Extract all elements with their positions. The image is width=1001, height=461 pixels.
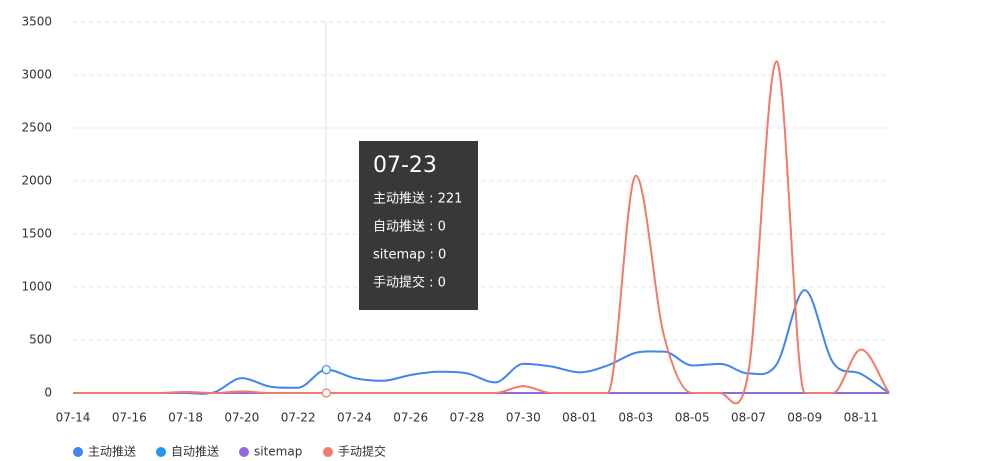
tooltip-line: 自动推送 : 0 — [373, 220, 446, 235]
x-tick-label: 07-24 — [337, 411, 372, 425]
x-tick-label: 08-03 — [618, 411, 653, 425]
tooltip-line: 手动提交 : 0 — [373, 275, 446, 291]
y-tick-label: 2500 — [21, 121, 52, 135]
series-line — [73, 289, 890, 395]
y-tick-label: 2000 — [21, 174, 52, 188]
legend-label: sitemap — [254, 445, 302, 459]
legend-label: 主动推送 — [88, 444, 136, 459]
x-tick-label: 07-30 — [506, 411, 541, 425]
x-tick-label: 07-26 — [393, 411, 428, 425]
legend-marker — [73, 447, 83, 457]
hover-point — [321, 364, 331, 375]
x-tick-label: 07-22 — [281, 411, 316, 425]
x-tick-label: 08-09 — [787, 411, 822, 425]
legend-marker — [156, 447, 166, 457]
legend-marker — [323, 447, 333, 457]
x-tick-label: 07-14 — [56, 411, 91, 425]
x-tick-label: 07-20 — [224, 411, 259, 425]
legend-marker — [239, 447, 249, 457]
y-tick-label: 1500 — [21, 227, 52, 241]
x-tick-label: 07-28 — [450, 411, 485, 425]
legend-label: 自动推送 — [171, 444, 219, 459]
tooltip-line: sitemap : 0 — [373, 248, 446, 263]
y-tick-label: 1000 — [21, 280, 52, 294]
tooltip: 07-23 主动推送 : 221 自动推送 : 0 sitemap : 0 手动提交 :… — [359, 141, 478, 310]
tooltip-title: 07-23 — [373, 153, 437, 178]
grid: 0 500 1000 1500 2000 2500 3000 3500 07-14 07-16 07… — [21, 15, 887, 425]
hover-point — [321, 388, 331, 398]
x-tick-label: 08-07 — [731, 411, 766, 425]
y-tick-label: 3500 — [21, 15, 52, 29]
y-tick-label: 0 — [44, 386, 52, 400]
x-tick-label: 08-01 — [562, 411, 597, 425]
y-tick-label: 500 — [29, 333, 52, 347]
y-tick-label: 3000 — [21, 68, 52, 82]
tooltip-box — [359, 141, 478, 310]
lines — [73, 60, 890, 405]
legend-label: 手动提交 — [338, 444, 386, 459]
x-tick-label: 08-05 — [675, 411, 710, 425]
tooltip-line: 主动推送 : 221 — [373, 192, 462, 207]
x-tick-label: 08-11 — [844, 411, 879, 425]
x-tick-label: 07-16 — [112, 411, 147, 425]
x-tick-label: 07-18 — [168, 411, 203, 425]
series-line — [73, 60, 890, 405]
